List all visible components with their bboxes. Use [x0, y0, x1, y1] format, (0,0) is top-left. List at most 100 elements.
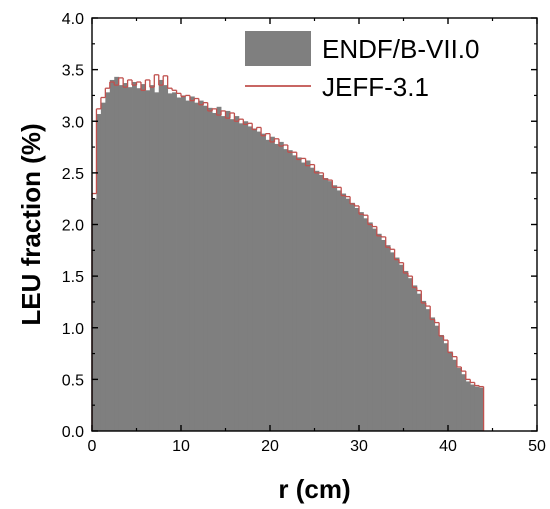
bar-endf-b-vii-0 — [465, 381, 471, 431]
legend: ENDF/B-VII.0 JEFF-3.1 — [245, 31, 479, 102]
bar-endf-b-vii-0 — [154, 92, 160, 431]
bar-endf-b-vii-0 — [109, 79, 115, 431]
legend-swatch-endf-b-vii-0 — [245, 31, 311, 66]
bar-endf-b-vii-0 — [421, 300, 427, 431]
bar-endf-b-vii-0 — [376, 233, 382, 431]
bar-endf-b-vii-0 — [132, 82, 137, 431]
bar-endf-b-vii-0 — [189, 96, 195, 431]
bar-endf-b-vii-0 — [181, 95, 186, 431]
bar-endf-b-vii-0 — [363, 218, 369, 431]
bar-endf-b-vii-0 — [194, 102, 200, 431]
bar-endf-b-vii-0 — [359, 212, 364, 431]
bar-endf-b-vii-0 — [136, 88, 142, 432]
bar-endf-b-vii-0 — [448, 351, 453, 431]
bar-endf-b-vii-0 — [296, 157, 302, 431]
legend-label-endf-b-vii-0: ENDF/B-VII.0 — [322, 34, 479, 64]
bar-endf-b-vii-0 — [92, 198, 97, 431]
x-tick-label: 50 — [528, 438, 546, 455]
bar-endf-b-vii-0 — [100, 102, 106, 431]
x-tick-label: 40 — [439, 438, 457, 455]
bar-endf-b-vii-0 — [336, 190, 342, 431]
bar-endf-b-vii-0 — [332, 185, 338, 431]
bar-endf-b-vii-0 — [381, 239, 387, 431]
bar-endf-b-vii-0 — [243, 121, 249, 431]
bar-endf-b-vii-0 — [198, 100, 204, 431]
bar-endf-b-vii-0 — [403, 270, 409, 431]
bar-endf-b-vii-0 — [256, 131, 262, 431]
bar-endf-b-vii-0 — [118, 85, 124, 432]
y-axis-title: LEU fraction (%) — [16, 123, 46, 325]
bar-endf-b-vii-0 — [305, 160, 311, 432]
bar-endf-b-vii-0 — [238, 123, 244, 431]
x-tick-label: 0 — [88, 438, 97, 455]
bar-endf-b-vii-0 — [234, 116, 240, 432]
y-tick-label: 1.5 — [62, 269, 84, 286]
bar-endf-b-vii-0 — [443, 343, 449, 431]
y-tick-label: 3.5 — [62, 63, 84, 80]
bar-endf-b-vii-0 — [407, 278, 413, 431]
y-tick-label: 2.5 — [62, 166, 84, 183]
bar-endf-b-vii-0 — [265, 139, 271, 431]
bar-endf-b-vii-0 — [318, 174, 324, 431]
bar-endf-b-vii-0 — [172, 92, 177, 431]
y-tick-label: 0.5 — [62, 372, 84, 389]
bar-endf-b-vii-0 — [372, 228, 378, 431]
bar-endf-b-vii-0 — [479, 387, 484, 431]
bar-endf-b-vii-0 — [105, 92, 111, 431]
bar-endf-b-vii-0 — [270, 136, 275, 432]
bar-endf-b-vii-0 — [261, 133, 266, 431]
bar-endf-b-vii-0 — [185, 100, 191, 431]
y-tick-label: 2.0 — [62, 218, 84, 235]
bar-endf-b-vii-0 — [390, 252, 395, 431]
bar-endf-b-vii-0 — [341, 193, 347, 431]
bar-endf-b-vii-0 — [474, 386, 480, 431]
bar-endf-b-vii-0 — [145, 90, 151, 432]
x-tick-label: 10 — [172, 438, 190, 455]
legend-label-jeff-3-1: JEFF-3.1 — [322, 72, 429, 102]
bar-endf-b-vii-0 — [207, 107, 213, 431]
bar-endf-b-vii-0 — [385, 245, 391, 431]
x-tick-label: 30 — [350, 438, 368, 455]
bar-endf-b-vii-0 — [252, 128, 258, 432]
bar-endf-b-vii-0 — [283, 149, 289, 431]
bar-endf-b-vii-0 — [221, 116, 226, 432]
bar-endf-b-vii-0 — [412, 285, 418, 431]
bar-endf-b-vii-0 — [140, 84, 146, 431]
x-tick-label: 20 — [261, 438, 279, 455]
bar-endf-b-vii-0 — [310, 167, 315, 431]
bar-endf-b-vii-0 — [292, 155, 298, 431]
bar-endf-b-vii-0 — [123, 83, 128, 432]
bar-endf-b-vii-0 — [425, 309, 431, 431]
bar-endf-b-vii-0 — [323, 178, 329, 431]
bar-endf-b-vii-0 — [278, 141, 284, 431]
bar-endf-b-vii-0 — [287, 150, 293, 431]
bar-endf-b-vii-0 — [345, 198, 351, 431]
bar-endf-b-vii-0 — [416, 293, 422, 431]
bar-endf-b-vii-0 — [350, 202, 355, 431]
bar-endf-b-vii-0 — [274, 143, 280, 431]
bar-endf-b-vii-0 — [452, 359, 458, 431]
bar-endf-b-vii-0 — [301, 162, 306, 432]
bar-endf-b-vii-0 — [158, 79, 164, 431]
bar-endf-b-vii-0 — [461, 374, 467, 431]
y-tick-label: 0.0 — [62, 424, 84, 441]
bar-endf-b-vii-0 — [203, 105, 209, 431]
plot-area — [91, 74, 485, 432]
bar-endf-b-vii-0 — [456, 368, 462, 431]
y-tick-label: 4.0 — [62, 11, 84, 28]
bar-endf-b-vii-0 — [163, 85, 169, 432]
bar-endf-b-vii-0 — [127, 87, 133, 432]
bar-endf-b-vii-0 — [96, 114, 102, 432]
bar-endf-b-vii-0 — [367, 222, 373, 431]
bar-endf-b-vii-0 — [439, 334, 444, 431]
bar-endf-b-vii-0 — [225, 110, 231, 432]
axes: 0 10 20 30 40 50 0.0 0.5 1.0 1.5 2.0 2.5 3.0 3.5 4.0 r … — [16, 11, 546, 504]
bar-endf-b-vii-0 — [434, 325, 440, 431]
bar-endf-b-vii-0 — [394, 257, 400, 431]
bar-endf-b-vii-0 — [470, 384, 476, 431]
bar-endf-b-vii-0 — [167, 93, 173, 431]
bar-endf-b-vii-0 — [399, 264, 404, 431]
bar-endf-b-vii-0 — [229, 119, 235, 431]
bar-endf-b-vii-0 — [149, 85, 155, 432]
